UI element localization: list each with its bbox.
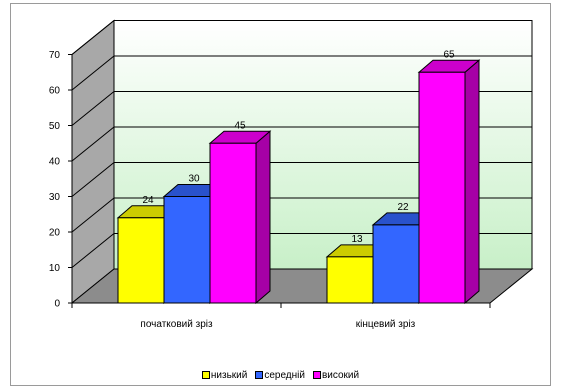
gridline — [71, 197, 532, 233]
bar-front — [326, 256, 374, 304]
y-tick-label: 0 — [54, 299, 60, 310]
legend-swatch — [201, 370, 210, 379]
x-axis: початковий зріз кінцевий зріз — [71, 302, 491, 330]
legend-item: високий — [312, 370, 360, 381]
x-tick-label: початковий зріз — [140, 319, 213, 330]
bars — [116, 59, 481, 305]
y-tick-label: 30 — [49, 192, 61, 203]
y-tick-label: 70 — [49, 50, 61, 61]
legend-swatch — [312, 370, 321, 379]
y-tick-label: 40 — [49, 157, 61, 168]
side-wall — [71, 19, 115, 305]
data-label: 65 — [443, 49, 455, 60]
bar-front — [117, 217, 165, 304]
gridline — [71, 126, 532, 162]
bar-side — [464, 59, 480, 305]
data-label: 13 — [351, 234, 363, 245]
data-label: 22 — [397, 202, 409, 213]
bar-side — [255, 130, 271, 305]
data-label: 45 — [234, 120, 246, 131]
legend-swatch — [255, 370, 264, 379]
legend-label: середній — [264, 370, 305, 381]
legend-label: високий — [321, 370, 360, 381]
y-axis: 0 10 20 30 40 50 60 70 — [49, 50, 73, 310]
gridline — [71, 91, 532, 126]
bar-front — [209, 142, 257, 304]
legend: низький середній високий — [10, 370, 551, 381]
y-tick-label: 50 — [49, 121, 61, 132]
legend-item: середній — [255, 370, 305, 381]
bar-front — [418, 71, 466, 304]
data-label: 24 — [142, 195, 154, 206]
legend-item: низький — [201, 370, 248, 381]
data-label: 30 — [188, 174, 200, 185]
gridline — [71, 20, 532, 55]
gridline — [71, 162, 532, 197]
y-tick-label: 60 — [49, 86, 61, 97]
y-tick-label: 10 — [49, 263, 61, 274]
bar — [417, 59, 481, 305]
bar-front — [163, 196, 211, 304]
bar-front — [372, 224, 420, 304]
data-labels: 24 30 45 13 22 65 — [142, 49, 455, 245]
gridline — [71, 55, 532, 91]
legend-label: низький — [210, 370, 248, 381]
bar — [208, 130, 272, 305]
x-tick-label: кінцевий зріз — [356, 319, 416, 330]
y-tick-label: 20 — [49, 228, 61, 239]
